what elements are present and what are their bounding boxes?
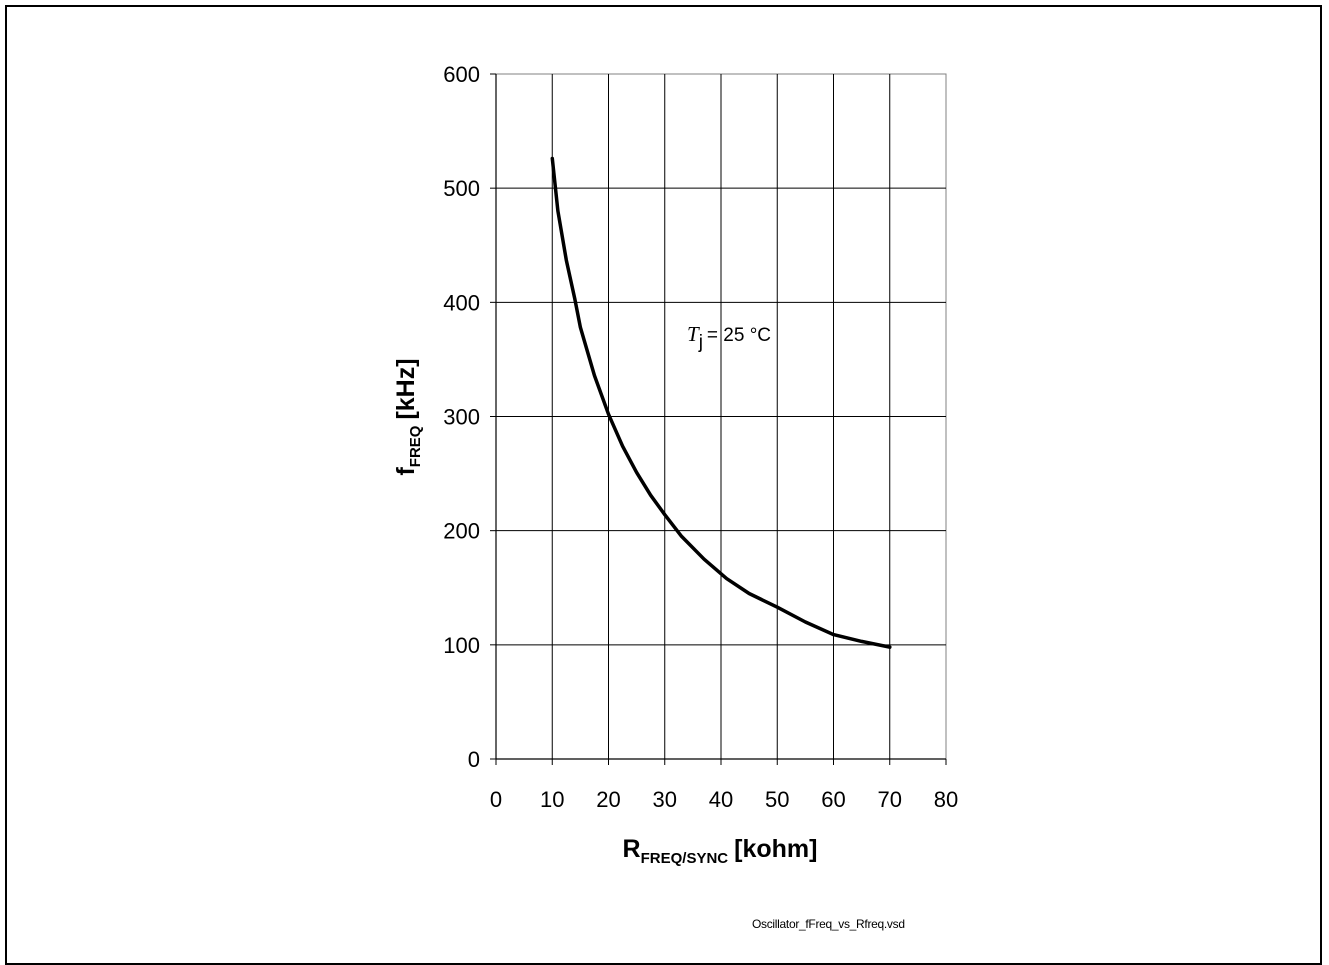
y-tick-label: 200 bbox=[443, 519, 480, 544]
x-tick-label: 40 bbox=[709, 787, 733, 812]
x-tick-label: 20 bbox=[596, 787, 620, 812]
x-axis-label-sub: FREQ/SYNC bbox=[641, 850, 729, 867]
y-tick-label: 600 bbox=[443, 62, 480, 87]
x-tick-label: 70 bbox=[878, 787, 902, 812]
x-tick-label: 0 bbox=[490, 787, 502, 812]
y-tick-label: 300 bbox=[443, 405, 480, 430]
y-axis-label-unit: [kHz] bbox=[392, 358, 420, 419]
y-tick-label: 0 bbox=[468, 747, 480, 772]
x-axis-label-unit: [kohm] bbox=[734, 835, 817, 863]
x-axis-label-main: R bbox=[623, 835, 641, 863]
grid bbox=[495, 73, 947, 760]
y-tick-label: 400 bbox=[443, 290, 480, 315]
annotation: Tj = 25 °C bbox=[687, 322, 771, 353]
series-layer bbox=[550, 156, 892, 649]
x-axis-label: RFREQ/SYNC [kohm] bbox=[623, 835, 818, 867]
series-line bbox=[550, 156, 892, 649]
x-tick-label: 60 bbox=[821, 787, 845, 812]
x-tick-label: 50 bbox=[765, 787, 789, 812]
x-tick-label: 80 bbox=[934, 787, 958, 812]
y-tick-label: 500 bbox=[443, 176, 480, 201]
x-tick-label: 30 bbox=[653, 787, 677, 812]
y-tick-label: 100 bbox=[443, 633, 480, 658]
x-tick-label: 10 bbox=[540, 787, 564, 812]
y-axis-label-main: f bbox=[392, 467, 420, 476]
annotation-symbol: T bbox=[687, 322, 700, 346]
source-filename: Oscillator_fFreq_vs_Rfreq.vsd bbox=[752, 917, 905, 931]
ticks-layer: 0 10 20 30 40 50 60 70 80 0 100 200 300 400 500 600 bbox=[443, 62, 958, 812]
annotation-text: = 25 °C bbox=[707, 325, 771, 346]
annotation-subscript: j bbox=[698, 332, 703, 353]
y-axis-label-sub: FREQ bbox=[407, 425, 424, 467]
y-axis-label: fFREQ [kHz] bbox=[392, 358, 424, 475]
